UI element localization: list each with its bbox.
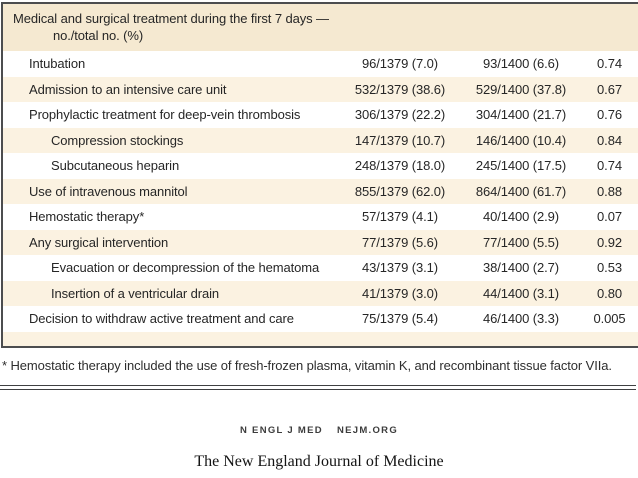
- section-header-line1: Medical and surgical treatment during th…: [13, 11, 329, 26]
- col2-value: 44/1400 (3.1): [482, 285, 560, 301]
- p-value: 0.80: [597, 285, 622, 301]
- col2-value: 38/1400 (2.7): [482, 260, 560, 276]
- table-row: Any surgical intervention 77/1379 (5.6) …: [3, 229, 638, 255]
- col1-value: 532/1379 (38.6): [354, 81, 446, 97]
- journal-name: The New England Journal of Medicine: [194, 453, 444, 470]
- col1-value: 96/1379 (7.0): [361, 56, 439, 72]
- treatment-label: Any surgical intervention: [29, 234, 169, 250]
- p-value: 0.74: [597, 56, 622, 72]
- table-row: Admission to an intensive care unit 532/…: [3, 76, 638, 102]
- table-row: Hemostatic therapy* 57/1379 (4.1) 40/140…: [3, 204, 638, 230]
- col2-value: 529/1400 (37.8): [475, 81, 567, 97]
- col1-value: 147/1379 (10.7): [354, 132, 446, 148]
- treatment-label: Decision to withdraw active treatment an…: [29, 311, 294, 327]
- treatment-sublabel: Compression stockings: [51, 132, 184, 148]
- col1-value: 77/1379 (5.6): [361, 234, 439, 250]
- col1-value: 57/1379 (4.1): [361, 209, 439, 225]
- citation-site: NEJM.ORG: [336, 425, 399, 436]
- col2-value: 864/1400 (61.7): [475, 183, 567, 199]
- col2-value: 304/1400 (21.7): [475, 107, 567, 123]
- col1-value: 855/1379 (62.0): [354, 183, 446, 199]
- p-value: 0.74: [597, 158, 622, 174]
- col2-value: 46/1400 (3.3): [482, 311, 560, 327]
- col1-value: 75/1379 (5.4): [361, 311, 439, 327]
- journal-citation: N ENGL J MED NEJM.ORG: [0, 425, 638, 436]
- col1-value: 248/1379 (18.0): [354, 158, 446, 174]
- citation-text: N ENGL J MED: [239, 425, 323, 436]
- table-section-header: Medical and surgical treatment during th…: [3, 4, 638, 51]
- treatment-label: Hemostatic therapy*: [29, 209, 145, 225]
- col2-value: 93/1400 (6.6): [482, 56, 560, 72]
- table-row: Use of intravenous mannitol 855/1379 (62…: [3, 178, 638, 204]
- col1-value: 306/1379 (22.2): [354, 107, 446, 123]
- treatment-label: Prophylactic treatment for deep-vein thr…: [29, 107, 301, 123]
- table-row: Decision to withdraw active treatment an…: [3, 306, 638, 332]
- col1-value: 43/1379 (3.1): [361, 260, 439, 276]
- col2-value: 146/1400 (10.4): [475, 132, 567, 148]
- p-value: 0.76: [597, 107, 622, 123]
- table-row: Subcutaneous heparin 248/1379 (18.0) 245…: [3, 153, 638, 179]
- treatment-sublabel: Subcutaneous heparin: [51, 158, 180, 174]
- table-row: Insertion of a ventricular drain 41/1379…: [3, 280, 638, 306]
- p-value: 0.84: [597, 132, 622, 148]
- p-value: 0.88: [597, 183, 622, 199]
- p-value: 0.005: [593, 311, 626, 327]
- col1-value: 41/1379 (3.0): [361, 285, 439, 301]
- horizontal-double-rule: [0, 385, 636, 390]
- section-header-line2: no./total no. (%): [53, 28, 144, 43]
- col2-value: 245/1400 (17.5): [475, 158, 567, 174]
- treatment-table: Medical and surgical treatment during th…: [1, 2, 638, 348]
- table-row: Intubation 96/1379 (7.0) 93/1400 (6.6) 0…: [3, 51, 638, 77]
- treatment-sublabel: Evacuation or decompression of the hemat…: [51, 260, 320, 276]
- treatment-label: Use of intravenous mannitol: [29, 183, 188, 199]
- treatment-sublabel: Insertion of a ventricular drain: [51, 285, 220, 301]
- treatment-label: Intubation: [29, 56, 86, 72]
- p-value: 0.53: [597, 260, 622, 276]
- table-rows: Intubation 96/1379 (7.0) 93/1400 (6.6) 0…: [3, 51, 638, 332]
- p-value: 0.07: [597, 209, 622, 225]
- table-row: Prophylactic treatment for deep-vein thr…: [3, 102, 638, 128]
- col2-value: 77/1400 (5.5): [482, 234, 560, 250]
- table-row: Evacuation or decompression of the hemat…: [3, 255, 638, 281]
- col2-value: 40/1400 (2.9): [482, 209, 560, 225]
- p-value: 0.92: [597, 234, 622, 250]
- table-bottom-strip: [3, 331, 638, 346]
- treatment-label: Admission to an intensive care unit: [29, 81, 227, 97]
- table-row: Compression stockings 147/1379 (10.7) 14…: [3, 127, 638, 153]
- p-value: 0.67: [597, 81, 622, 97]
- table-footnote: * Hemostatic therapy included the use of…: [2, 358, 612, 373]
